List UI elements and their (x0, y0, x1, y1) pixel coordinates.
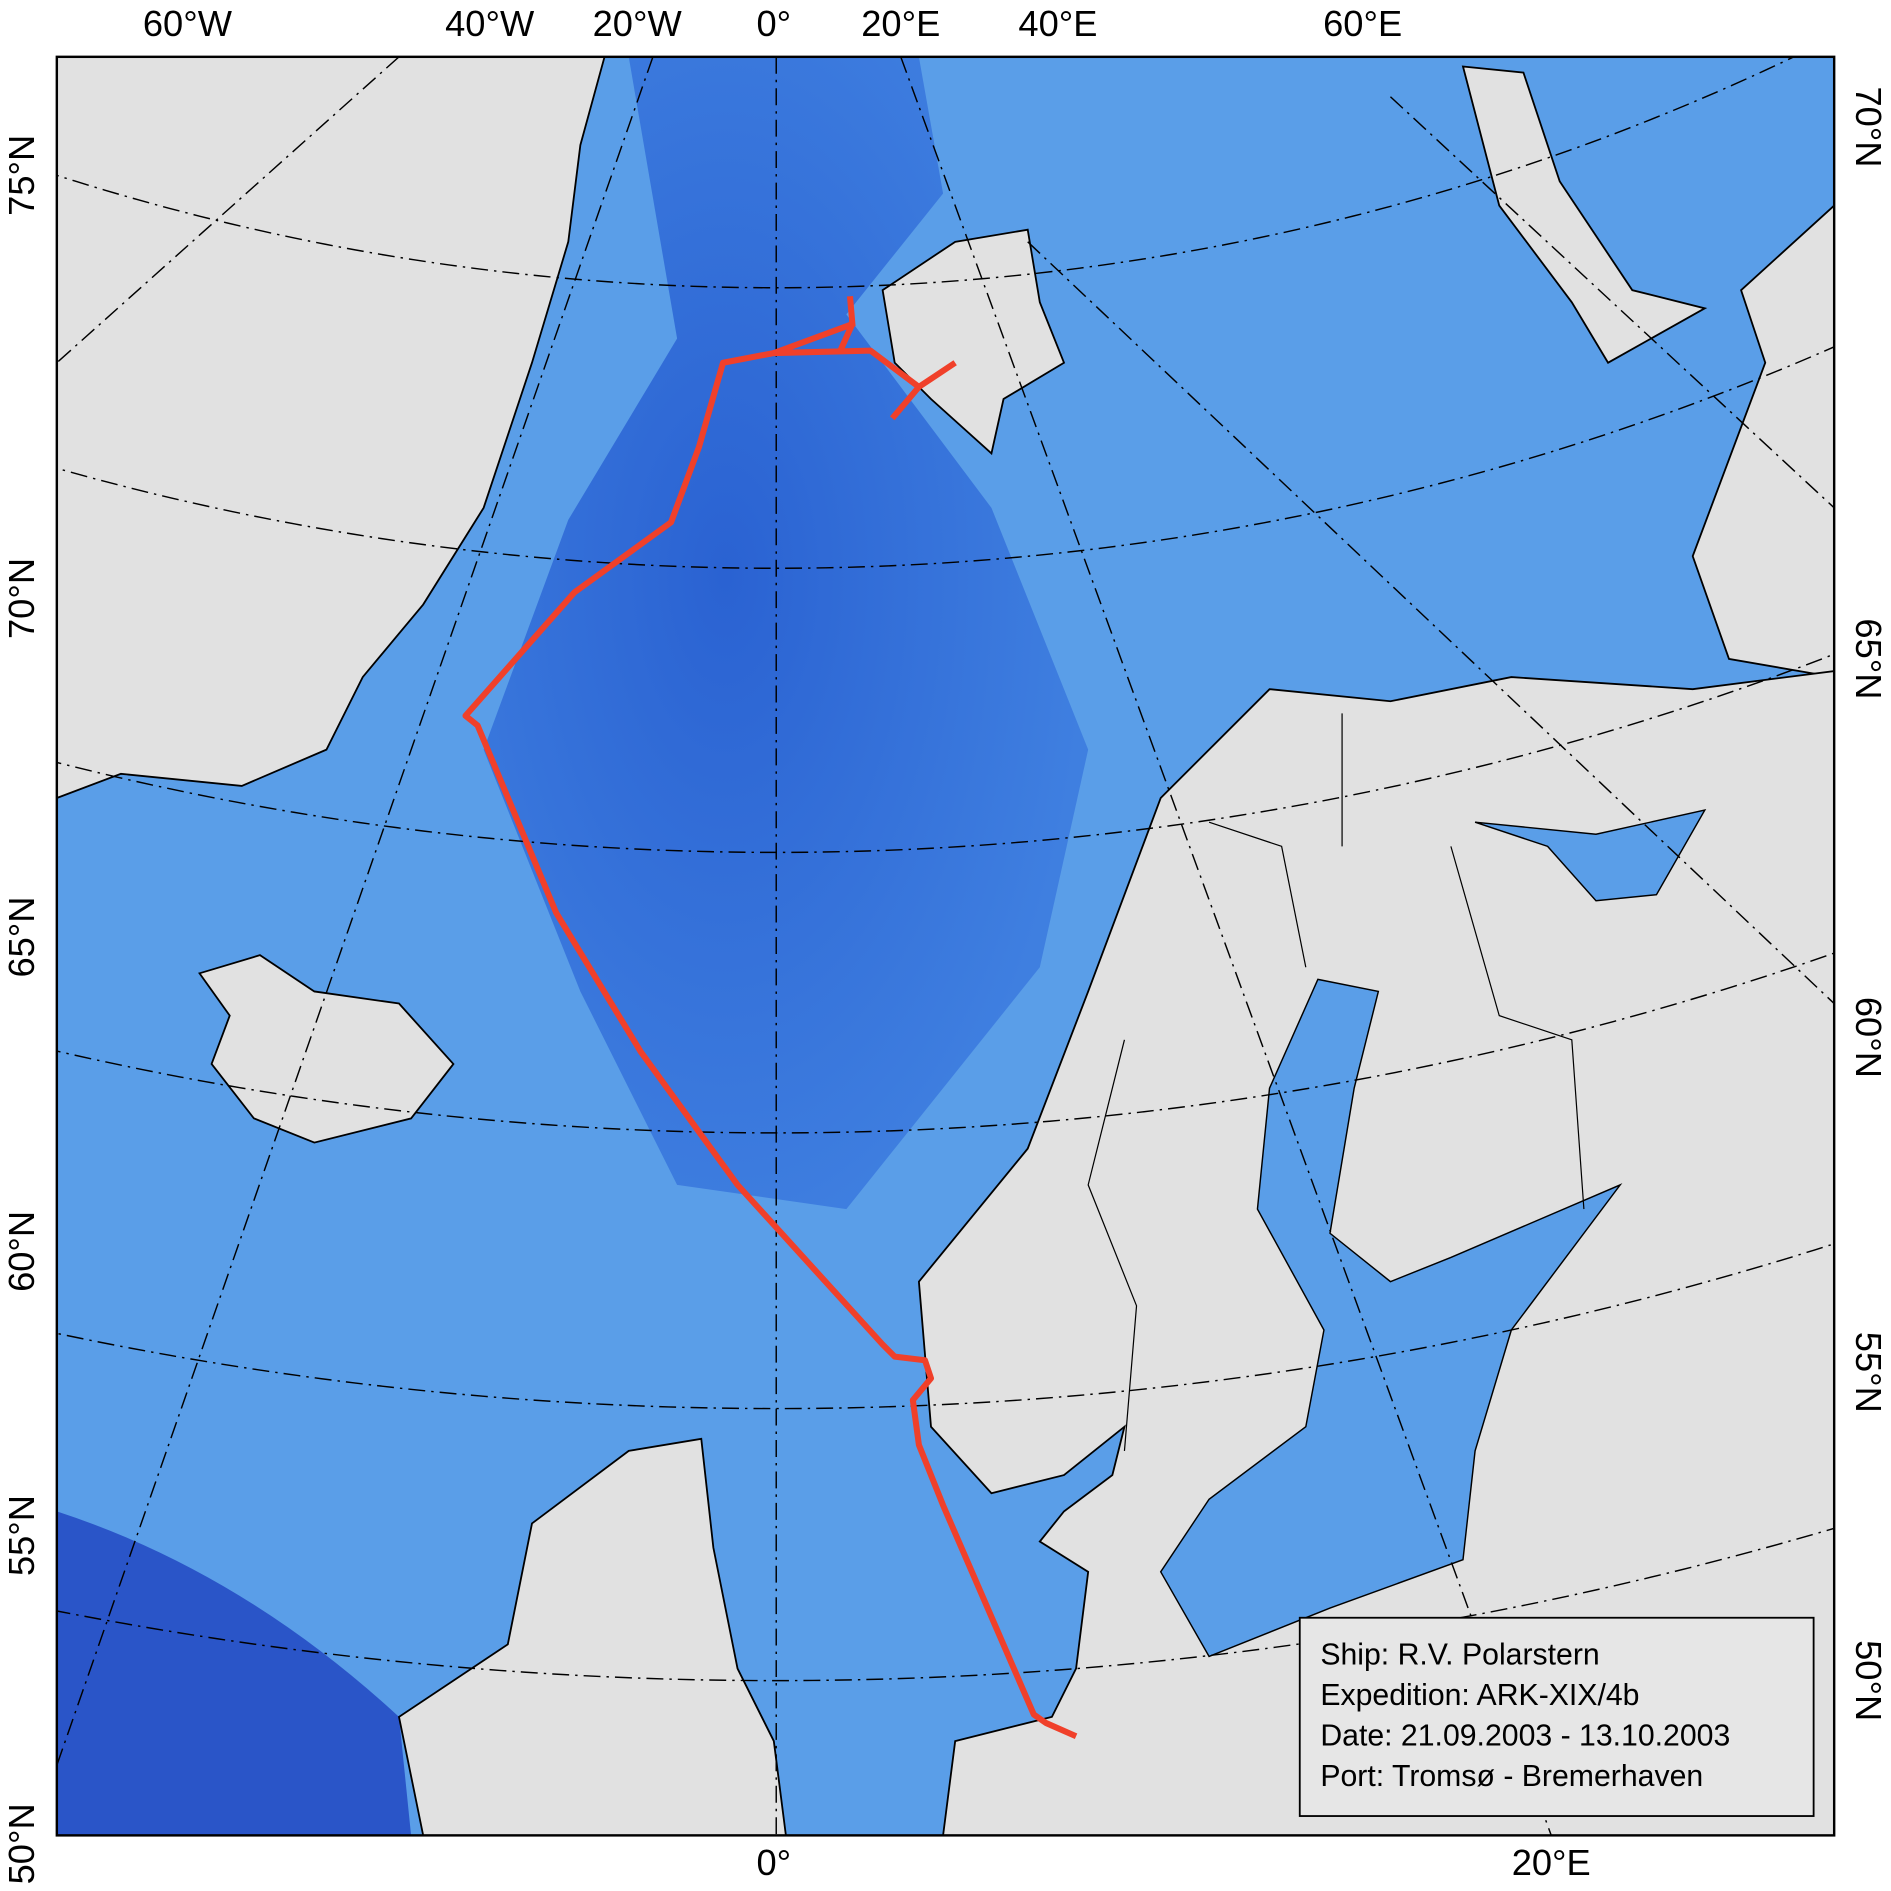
deep-atlantic (56, 1511, 412, 1836)
ship-track (462, 347, 1078, 1740)
left-latitude-label: 60°N (1, 1211, 42, 1292)
novaya-zemlya (1461, 65, 1708, 364)
info-box: Ship: R.V. Polarstern Expedition: ARK-XIX… (1298, 1616, 1815, 1817)
left-latitude-label: 75°N (1, 135, 42, 216)
meridian (56, 56, 400, 364)
parallel (56, 56, 1794, 288)
info-line: Expedition: ARK-XIX/4b (1320, 1679, 1639, 1712)
map-area (56, 56, 1835, 1836)
ship-track (889, 384, 922, 421)
graticule (56, 56, 1835, 1836)
meridian (900, 56, 1552, 1836)
greenland (56, 56, 606, 799)
borders (1087, 713, 1585, 1451)
meridian (1027, 241, 1835, 1005)
left-latitude-label: 55°N (1, 1495, 42, 1576)
iceland (198, 954, 455, 1144)
top-longitude-label: 60°E (1323, 3, 1402, 44)
top-longitude-label: 0° (756, 3, 791, 44)
right-latitude-label: 55°N (1848, 1332, 1889, 1413)
ship-track (837, 322, 856, 352)
scandinavia-europe (917, 670, 1835, 1836)
left-latitude-label: 65°N (1, 897, 42, 978)
deep-basin (483, 56, 1089, 1210)
right-latitude-label: 70°N (1848, 86, 1889, 167)
info-line: Date: 21.09.2003 - 13.10.2003 (1320, 1719, 1730, 1752)
british-isles (397, 1437, 787, 1836)
meridian (1389, 96, 1835, 509)
top-longitude-label: 20°W (593, 3, 683, 44)
bottom-longitude-label: 20°E (1512, 1842, 1591, 1883)
info-line: Ship: R.V. Polarstern (1320, 1638, 1599, 1671)
right-latitude-label: 65°N (1848, 618, 1889, 699)
left-latitude-label: 50°N (1, 1803, 42, 1884)
top-longitude-label: 40°E (1018, 3, 1097, 44)
info-line: Port: Tromsø - Bremerhaven (1320, 1760, 1703, 1793)
white-sea (1474, 809, 1707, 902)
map-frame (55, 55, 1836, 1837)
bottom-longitude-label: 0° (756, 1842, 791, 1883)
info-box-background (1298, 1616, 1815, 1817)
right-latitude-label: 50°N (1848, 1640, 1889, 1721)
left-latitude-label: 70°N (1, 558, 42, 639)
right-latitude-label: 60°N (1848, 997, 1889, 1078)
top-longitude-label: 20°E (861, 3, 940, 44)
meridian (56, 56, 654, 1766)
top-longitude-label: 60°W (143, 3, 233, 44)
top-longitude-label: 40°W (445, 3, 535, 44)
